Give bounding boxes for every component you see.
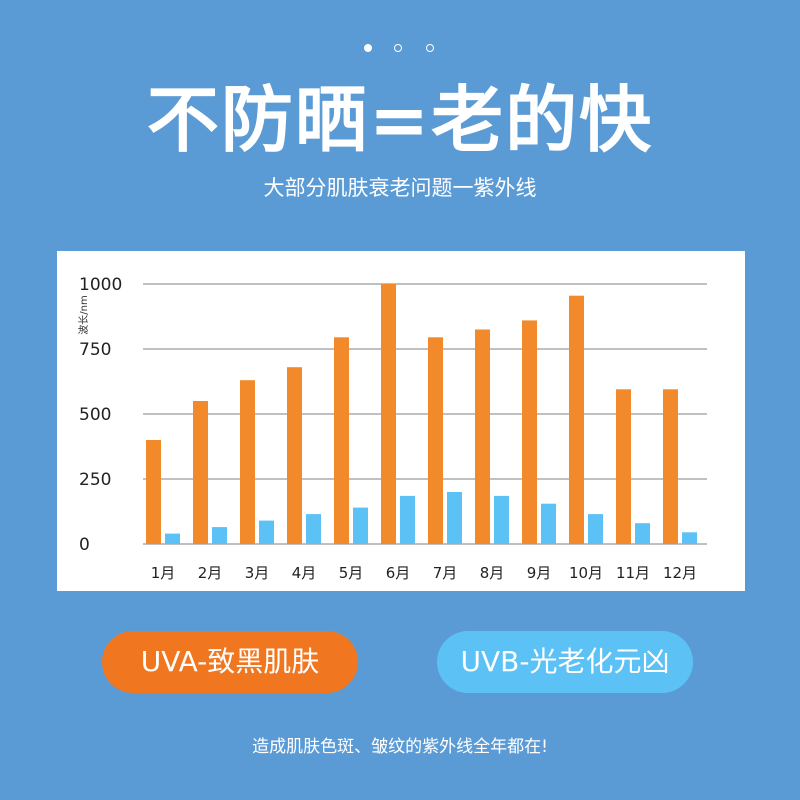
y-tick-label: 0 xyxy=(79,535,90,555)
y-tick-label: 1000 xyxy=(79,275,122,295)
x-category-label: 6月 xyxy=(386,564,411,582)
x-category-label: 11月 xyxy=(616,564,650,582)
uvb-bar xyxy=(494,495,509,544)
uva-bar xyxy=(381,284,396,544)
uva-bar xyxy=(146,440,161,544)
x-category-label: 12月 xyxy=(663,564,697,582)
y-axis-label: 波长/nm xyxy=(77,295,90,334)
pagination-dot-1[interactable] xyxy=(364,44,372,52)
uva-bar xyxy=(334,337,349,544)
chart-panel: 0 250 500 750 1000 波长/nm 1月 2月 3月 4月 5月 6月 7月 8月 9月 10月… xyxy=(57,251,745,591)
x-category-label: 1月 xyxy=(151,564,176,582)
uva-bar xyxy=(522,320,537,544)
uva-bar xyxy=(240,380,255,544)
y-tick-label: 750 xyxy=(79,340,111,360)
uva-bar xyxy=(616,389,631,544)
x-category-label: 8月 xyxy=(480,564,505,582)
subtitle: 大部分肌肤衰老问题一紫外线 xyxy=(263,176,537,200)
uva-legend-pill: UVA-致黑肌肤 xyxy=(102,631,358,693)
uva-bar xyxy=(663,389,678,544)
x-category-label: 7月 xyxy=(433,564,458,582)
uvb-bar xyxy=(306,514,321,544)
uva-bar xyxy=(428,337,443,544)
uvb-bar xyxy=(212,527,227,544)
uva-bar xyxy=(193,401,208,544)
uvb-bar xyxy=(447,492,462,544)
uva-bar xyxy=(287,367,302,544)
uvb-bar xyxy=(353,507,368,544)
uvb-bar xyxy=(541,503,556,544)
uvb-bar xyxy=(635,523,650,544)
y-tick-label: 500 xyxy=(79,405,111,425)
pagination-dots xyxy=(360,42,440,58)
headline: 不防晒=老的快 xyxy=(146,78,654,162)
uvb-bar xyxy=(588,514,603,544)
pagination-dot-2[interactable] xyxy=(394,44,402,52)
uvb-legend-pill: UVB-光老化元凶 xyxy=(437,631,693,693)
x-category-label: 4月 xyxy=(292,564,317,582)
x-category-label: 5月 xyxy=(339,564,364,582)
uvb-bar xyxy=(400,495,415,544)
y-tick-label: 250 xyxy=(79,470,111,490)
footer-note: 造成肌肤色斑、皱纹的紫外线全年都在! xyxy=(252,737,548,757)
uva-bar xyxy=(475,329,490,544)
uvb-bar xyxy=(682,532,697,544)
uvb-bar xyxy=(165,533,180,544)
pagination-dot-3[interactable] xyxy=(426,44,434,52)
uva-bar xyxy=(569,295,584,544)
x-category-label: 10月 xyxy=(569,564,603,582)
x-category-label: 2月 xyxy=(198,564,223,582)
x-category-label: 3月 xyxy=(245,564,270,582)
uvb-bar xyxy=(259,520,274,544)
x-category-label: 9月 xyxy=(527,564,552,582)
